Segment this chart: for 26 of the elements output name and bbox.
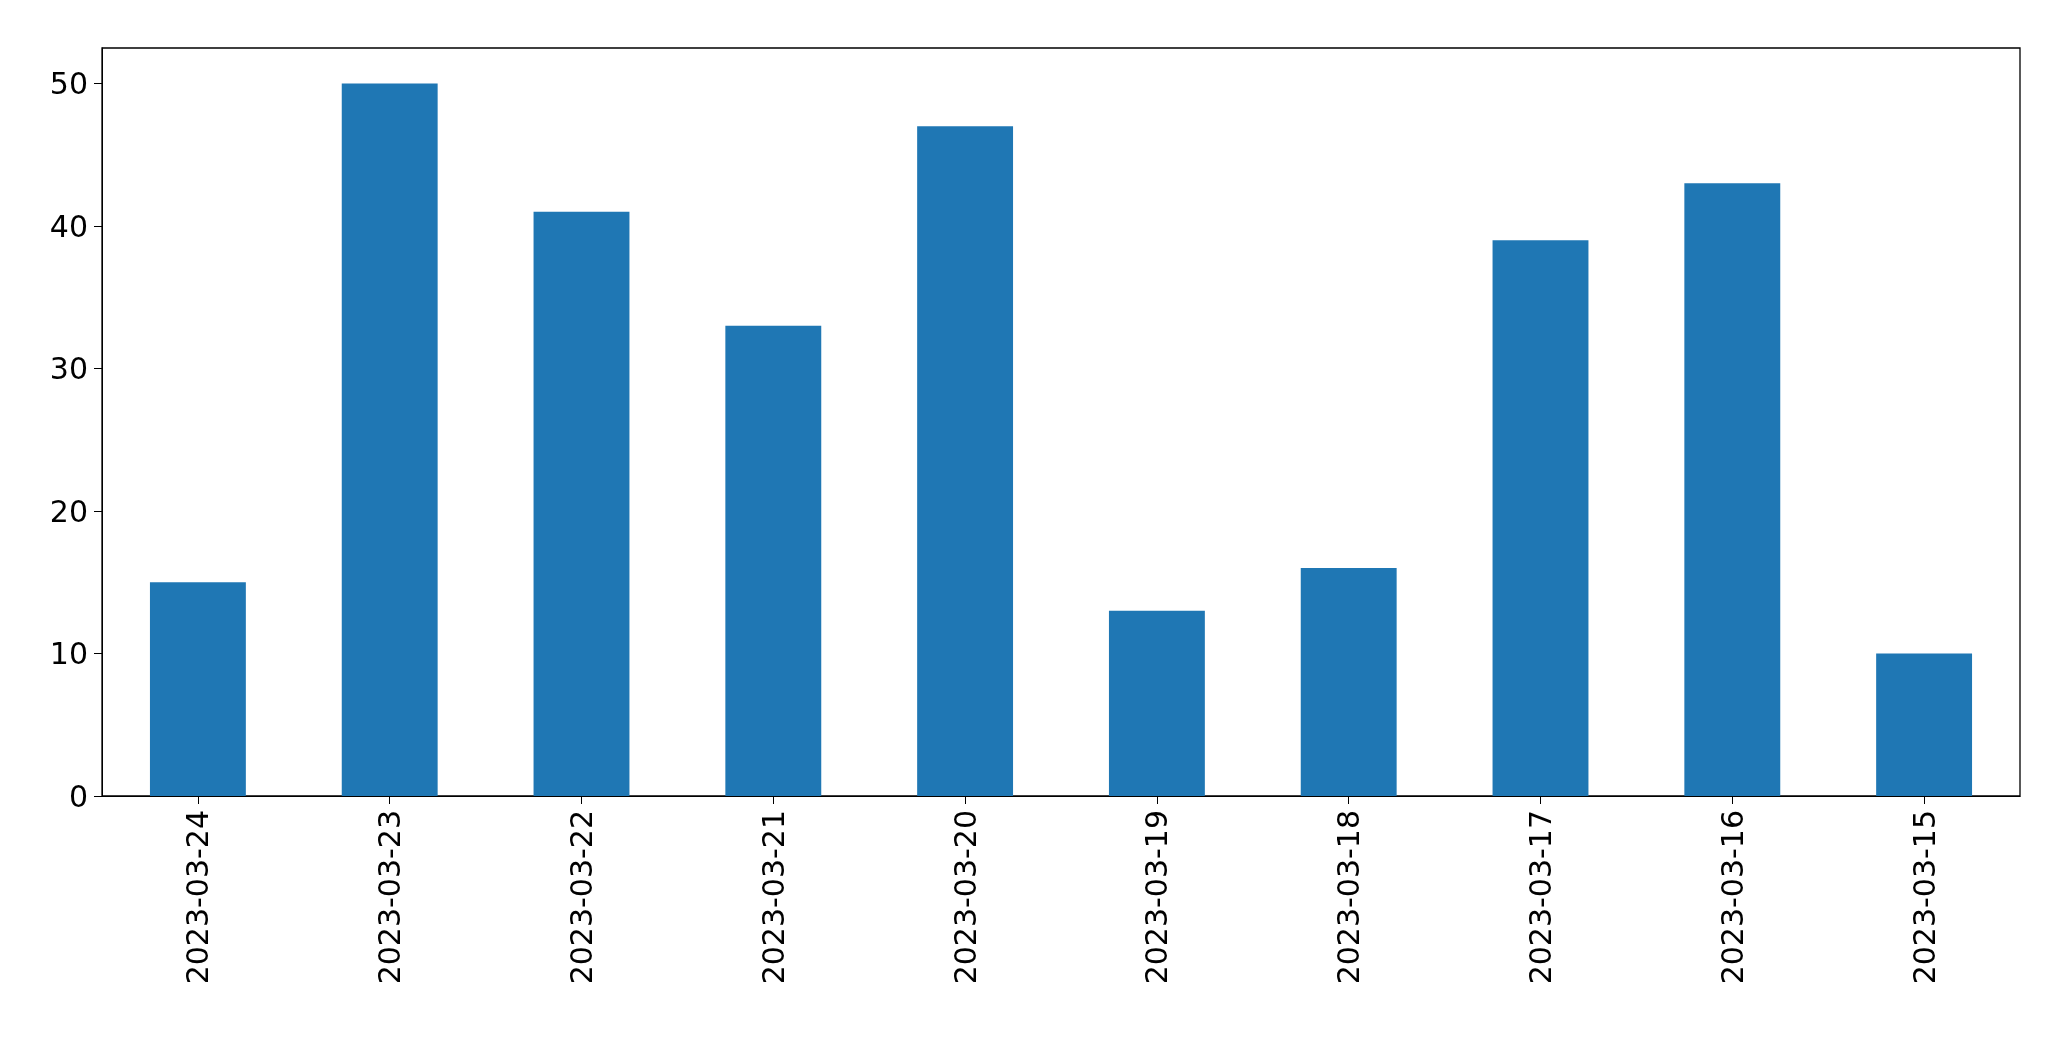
- bar: [917, 126, 1014, 796]
- y-tick-label: 10: [49, 636, 88, 672]
- x-tick-label: 2023-03-17: [1523, 810, 1558, 985]
- y-tick-label: 20: [49, 493, 88, 529]
- bar: [1108, 610, 1205, 796]
- bar: [341, 83, 438, 796]
- x-tick-label: 2023-03-15: [1906, 810, 1942, 985]
- y-tick-label: 30: [49, 351, 88, 387]
- x-tick-label: 2023-03-23: [372, 810, 408, 985]
- bar: [149, 582, 246, 796]
- bar: [1300, 568, 1397, 796]
- bar: [725, 325, 822, 796]
- y-tick-label: 40: [49, 208, 88, 244]
- x-tick-label: 2023-03-24: [180, 810, 216, 985]
- x-tick-label: 2023-03-16: [1714, 810, 1750, 985]
- y-tick-label: 0: [68, 778, 88, 814]
- x-tick-label: 2023-03-18: [1331, 810, 1367, 985]
- x-tick-label: 2023-03-21: [755, 810, 791, 985]
- bar: [1492, 240, 1589, 796]
- x-tick-label: 2023-03-20: [947, 810, 983, 985]
- bar: [1684, 183, 1781, 796]
- x-tick-label: 2023-03-19: [1139, 810, 1175, 985]
- bar: [533, 211, 630, 796]
- x-tick-label: 2023-03-22: [564, 810, 599, 985]
- bar: [1876, 653, 1973, 796]
- y-tick-label: 50: [49, 66, 88, 102]
